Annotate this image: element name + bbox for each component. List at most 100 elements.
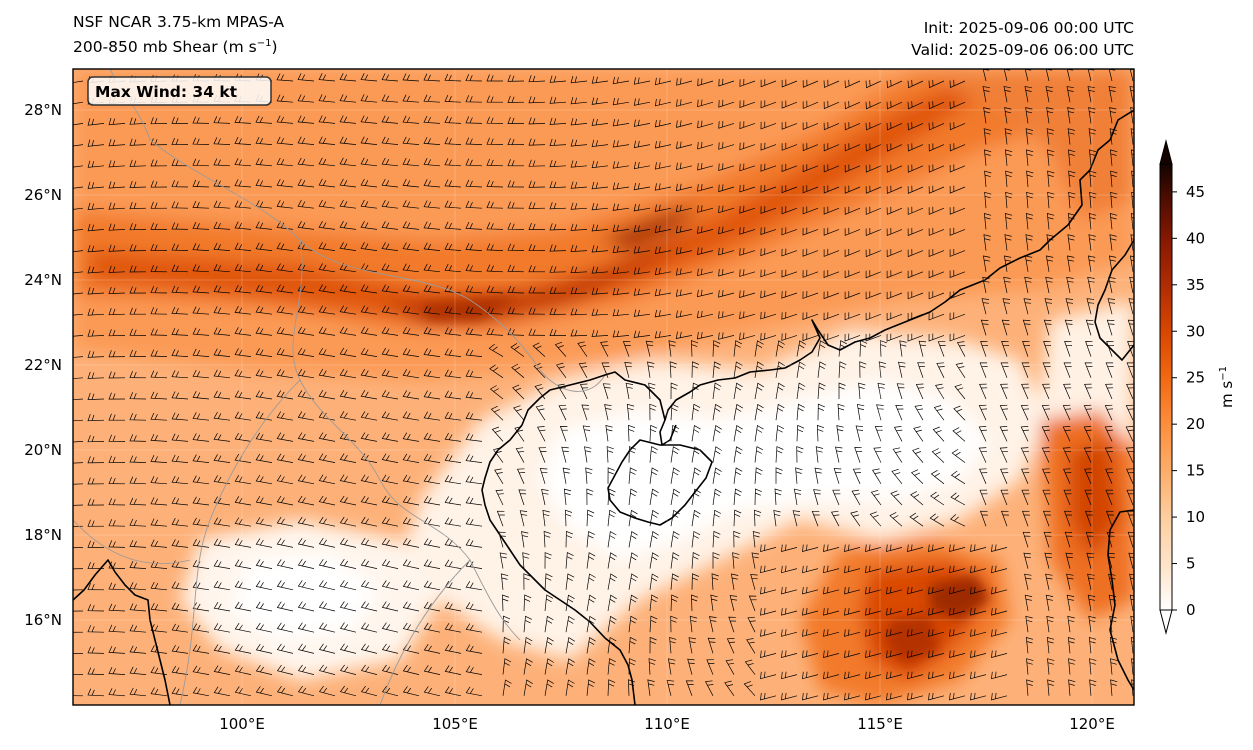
wind-barb [465, 581, 483, 591]
wind-barb [760, 671, 777, 680]
wind-barb [628, 636, 637, 654]
wind-barb [318, 73, 336, 82]
wind-barb [276, 685, 294, 697]
wind-barb [891, 468, 903, 485]
wind-barb [654, 331, 672, 339]
wind-barb [928, 164, 945, 173]
wind-barb [802, 629, 819, 637]
wind-barb [1110, 170, 1118, 188]
wind-barb [612, 266, 630, 275]
wind-barb [1131, 191, 1134, 209]
wind-barb [760, 692, 777, 701]
wind-barb [234, 517, 252, 527]
wind-barb [1062, 447, 1072, 463]
wind-barb [234, 242, 252, 251]
graticule [73, 69, 1134, 705]
wind-barb [586, 509, 595, 527]
wind-barb [844, 79, 861, 89]
wind-barb [1089, 658, 1097, 675]
wind-barb [234, 348, 252, 357]
wind-barb [649, 636, 657, 654]
wind-barb [978, 447, 988, 463]
wind-barb [108, 202, 126, 210]
wind-barb [886, 544, 903, 552]
wind-barb [979, 362, 988, 378]
wind-barb [1126, 468, 1134, 484]
wind-barb [633, 225, 651, 233]
wind-barb [1046, 615, 1054, 633]
wind-barb [823, 164, 840, 173]
wind-barb [1047, 170, 1055, 188]
wind-barb [234, 327, 252, 336]
wind-barb [750, 574, 758, 590]
wind-barb [1005, 191, 1013, 209]
wind-barb [213, 221, 231, 230]
wind-barb [865, 291, 882, 300]
wind-barb [129, 138, 147, 146]
wind-barb [1084, 510, 1093, 527]
wind-barb [490, 405, 504, 421]
wind-barb [544, 552, 552, 569]
wind-barb [910, 491, 924, 506]
wind-barb [559, 426, 568, 442]
wind-barb [255, 432, 273, 442]
wind-barb [360, 580, 378, 591]
wind-barb [360, 390, 378, 400]
wind-barb [928, 227, 945, 236]
wind-barb [255, 686, 273, 697]
wind-barb [744, 659, 756, 675]
wind-barb [555, 362, 567, 379]
lon-labels: 100°E 105°E 110°E 115°E 120°E [219, 715, 1115, 733]
wind-barb [802, 206, 819, 215]
wind-barb [907, 227, 924, 237]
wind-barb [802, 692, 819, 701]
wind-barb [1042, 362, 1051, 378]
wind-barb [150, 391, 168, 400]
wind-barb [129, 159, 147, 167]
wind-barb [276, 263, 294, 273]
wind-barb [711, 573, 719, 590]
wind-barb [781, 142, 798, 151]
colorbar-ticks: 0 5 10 15 20 25 30 35 40 45 [1172, 183, 1205, 619]
wind-barb [255, 559, 273, 569]
wind-barb [1108, 86, 1116, 103]
wind-barb [402, 73, 420, 82]
wind-barb [781, 692, 798, 701]
wind-barb [423, 136, 441, 145]
wind-barb [465, 200, 483, 209]
wind-barb [612, 182, 630, 190]
wind-barb [886, 586, 903, 595]
wind-barb [444, 623, 462, 633]
wind-barb [1088, 213, 1097, 230]
wind-barb [760, 650, 777, 658]
wind-barb [213, 496, 231, 506]
wind-barb [983, 234, 991, 251]
wind-barb [1084, 362, 1093, 378]
wind-barb [360, 326, 378, 336]
wind-barb [87, 477, 105, 485]
wind-barb [108, 286, 126, 294]
wind-barb [1024, 594, 1033, 612]
wind-barb [1130, 234, 1134, 251]
wind-barb [402, 686, 420, 697]
wind-barb [234, 137, 252, 145]
wind-barb [465, 433, 483, 442]
wind-barb [423, 411, 441, 421]
wind-barb [402, 622, 420, 633]
wind-barb [535, 404, 546, 421]
wind-barb [712, 340, 721, 357]
wind-barb [918, 340, 927, 357]
wind-barb [87, 582, 105, 591]
lon-label-115: 115°E [857, 715, 903, 733]
wind-barb [928, 586, 945, 595]
wind-barb [318, 622, 336, 633]
wind-barb [402, 559, 420, 569]
wind-barb [649, 424, 658, 442]
wind-barb [129, 603, 147, 612]
wind-barb [913, 426, 924, 442]
wind-barb [171, 222, 189, 230]
wind-barb [360, 664, 378, 675]
wind-barb [823, 692, 840, 701]
wind-barb [1024, 86, 1032, 103]
wind-barb [907, 565, 924, 574]
